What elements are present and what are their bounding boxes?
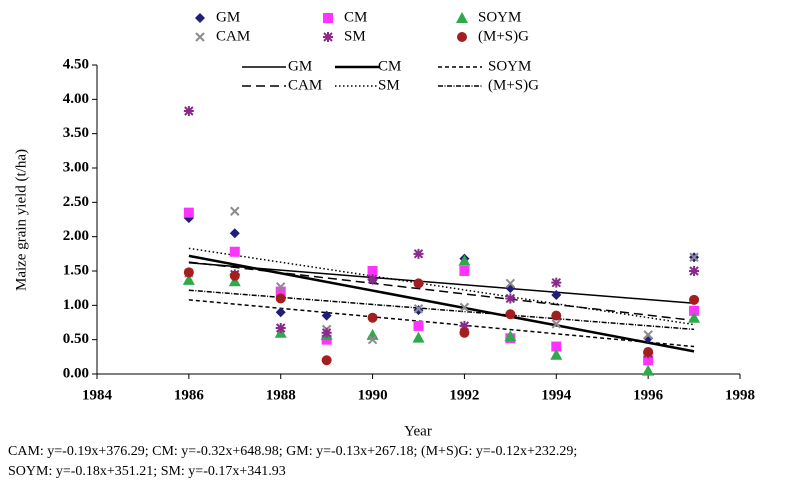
point (458, 254, 471, 266)
legend-label: (M+S)G (478, 28, 529, 44)
trend-line (188, 247, 695, 326)
legend-label: GM (216, 9, 240, 25)
point (643, 330, 653, 340)
point (505, 278, 516, 289)
y-axis-label: Maize grain yield (t/ha) (13, 149, 29, 291)
point (276, 282, 286, 292)
point (183, 106, 194, 117)
y-tick-label: 4.00 (63, 91, 89, 107)
point (551, 319, 561, 329)
point (550, 348, 563, 360)
point (321, 310, 332, 321)
point (321, 355, 332, 366)
point (643, 347, 654, 358)
y-tick-label: 3.50 (63, 125, 89, 141)
point (459, 327, 470, 338)
point (367, 334, 378, 345)
note: SOYM: y=-0.18x+351.21; SM: y=-0.17x+341.… (8, 464, 286, 479)
y-tick-label: 2.00 (63, 228, 89, 244)
y-tick-label: 4.50 (63, 56, 89, 72)
point (505, 293, 516, 304)
x-tick-label: 1998 (725, 387, 755, 403)
x-tick-label: 1984 (82, 387, 113, 403)
x-tick-label: 1990 (358, 387, 388, 403)
point (689, 252, 699, 262)
point (413, 278, 424, 289)
x-tick-label: 1986 (174, 387, 205, 403)
point (182, 273, 195, 285)
y-tick-label: 0.50 (63, 331, 89, 347)
point (551, 290, 562, 301)
point (367, 266, 378, 276)
point (413, 248, 424, 259)
legend-label: SOYM (488, 58, 531, 74)
point (505, 309, 516, 320)
legend-label: (M+S)G (488, 77, 539, 93)
point (459, 266, 470, 276)
point (642, 364, 655, 376)
x-tick-label: 1996 (633, 387, 664, 403)
point (183, 267, 194, 278)
point (413, 320, 424, 331)
point (230, 206, 240, 216)
point (229, 270, 240, 281)
point (275, 293, 286, 304)
point (183, 207, 194, 218)
point (195, 32, 205, 42)
point (321, 327, 332, 338)
point (275, 322, 286, 333)
trend-line (188, 289, 695, 331)
y-tick-label: 1.50 (63, 262, 89, 278)
point (689, 266, 700, 276)
point (367, 312, 378, 323)
legend-label: SM (344, 28, 366, 44)
legend-label: CM (378, 58, 401, 74)
legend-label: GM (288, 58, 312, 74)
legend-label: CAM (288, 77, 322, 93)
point (229, 246, 240, 257)
x-tick-label: 1992 (449, 387, 479, 403)
point (551, 277, 562, 288)
point (457, 32, 467, 42)
x-tick-label: 1988 (266, 387, 296, 403)
point (459, 302, 470, 313)
point (689, 305, 700, 316)
point (412, 331, 425, 343)
point (275, 286, 286, 297)
y-tick-label: 0.00 (63, 365, 89, 381)
legend-label: CM (344, 9, 367, 25)
trend-line (188, 261, 695, 322)
point (456, 12, 468, 23)
point (643, 333, 654, 344)
point (551, 310, 562, 321)
legend-label: SM (378, 77, 400, 93)
point (459, 320, 470, 331)
point (688, 311, 701, 323)
point (504, 330, 517, 342)
point (413, 304, 424, 314)
point (323, 13, 333, 23)
x-tick-label: 1994 (541, 387, 572, 403)
x-axis-label: Year (404, 423, 432, 439)
point (643, 355, 654, 366)
point (229, 228, 240, 239)
point (689, 294, 700, 305)
point (551, 341, 562, 352)
trend-line (188, 299, 695, 348)
point (367, 274, 378, 285)
trend-line (188, 262, 695, 305)
point (195, 13, 205, 23)
note: CAM: y=-0.19x+376.29; CM: y=-0.32x+648.9… (8, 444, 577, 459)
legend-label: SOYM (478, 9, 521, 25)
y-tick-label: 2.50 (63, 194, 89, 210)
point (366, 328, 379, 340)
y-tick-label: 1.00 (63, 297, 89, 313)
point (323, 32, 333, 42)
point (275, 307, 286, 318)
y-tick-label: 3.00 (63, 159, 89, 175)
legend-label: CAM (216, 28, 250, 44)
